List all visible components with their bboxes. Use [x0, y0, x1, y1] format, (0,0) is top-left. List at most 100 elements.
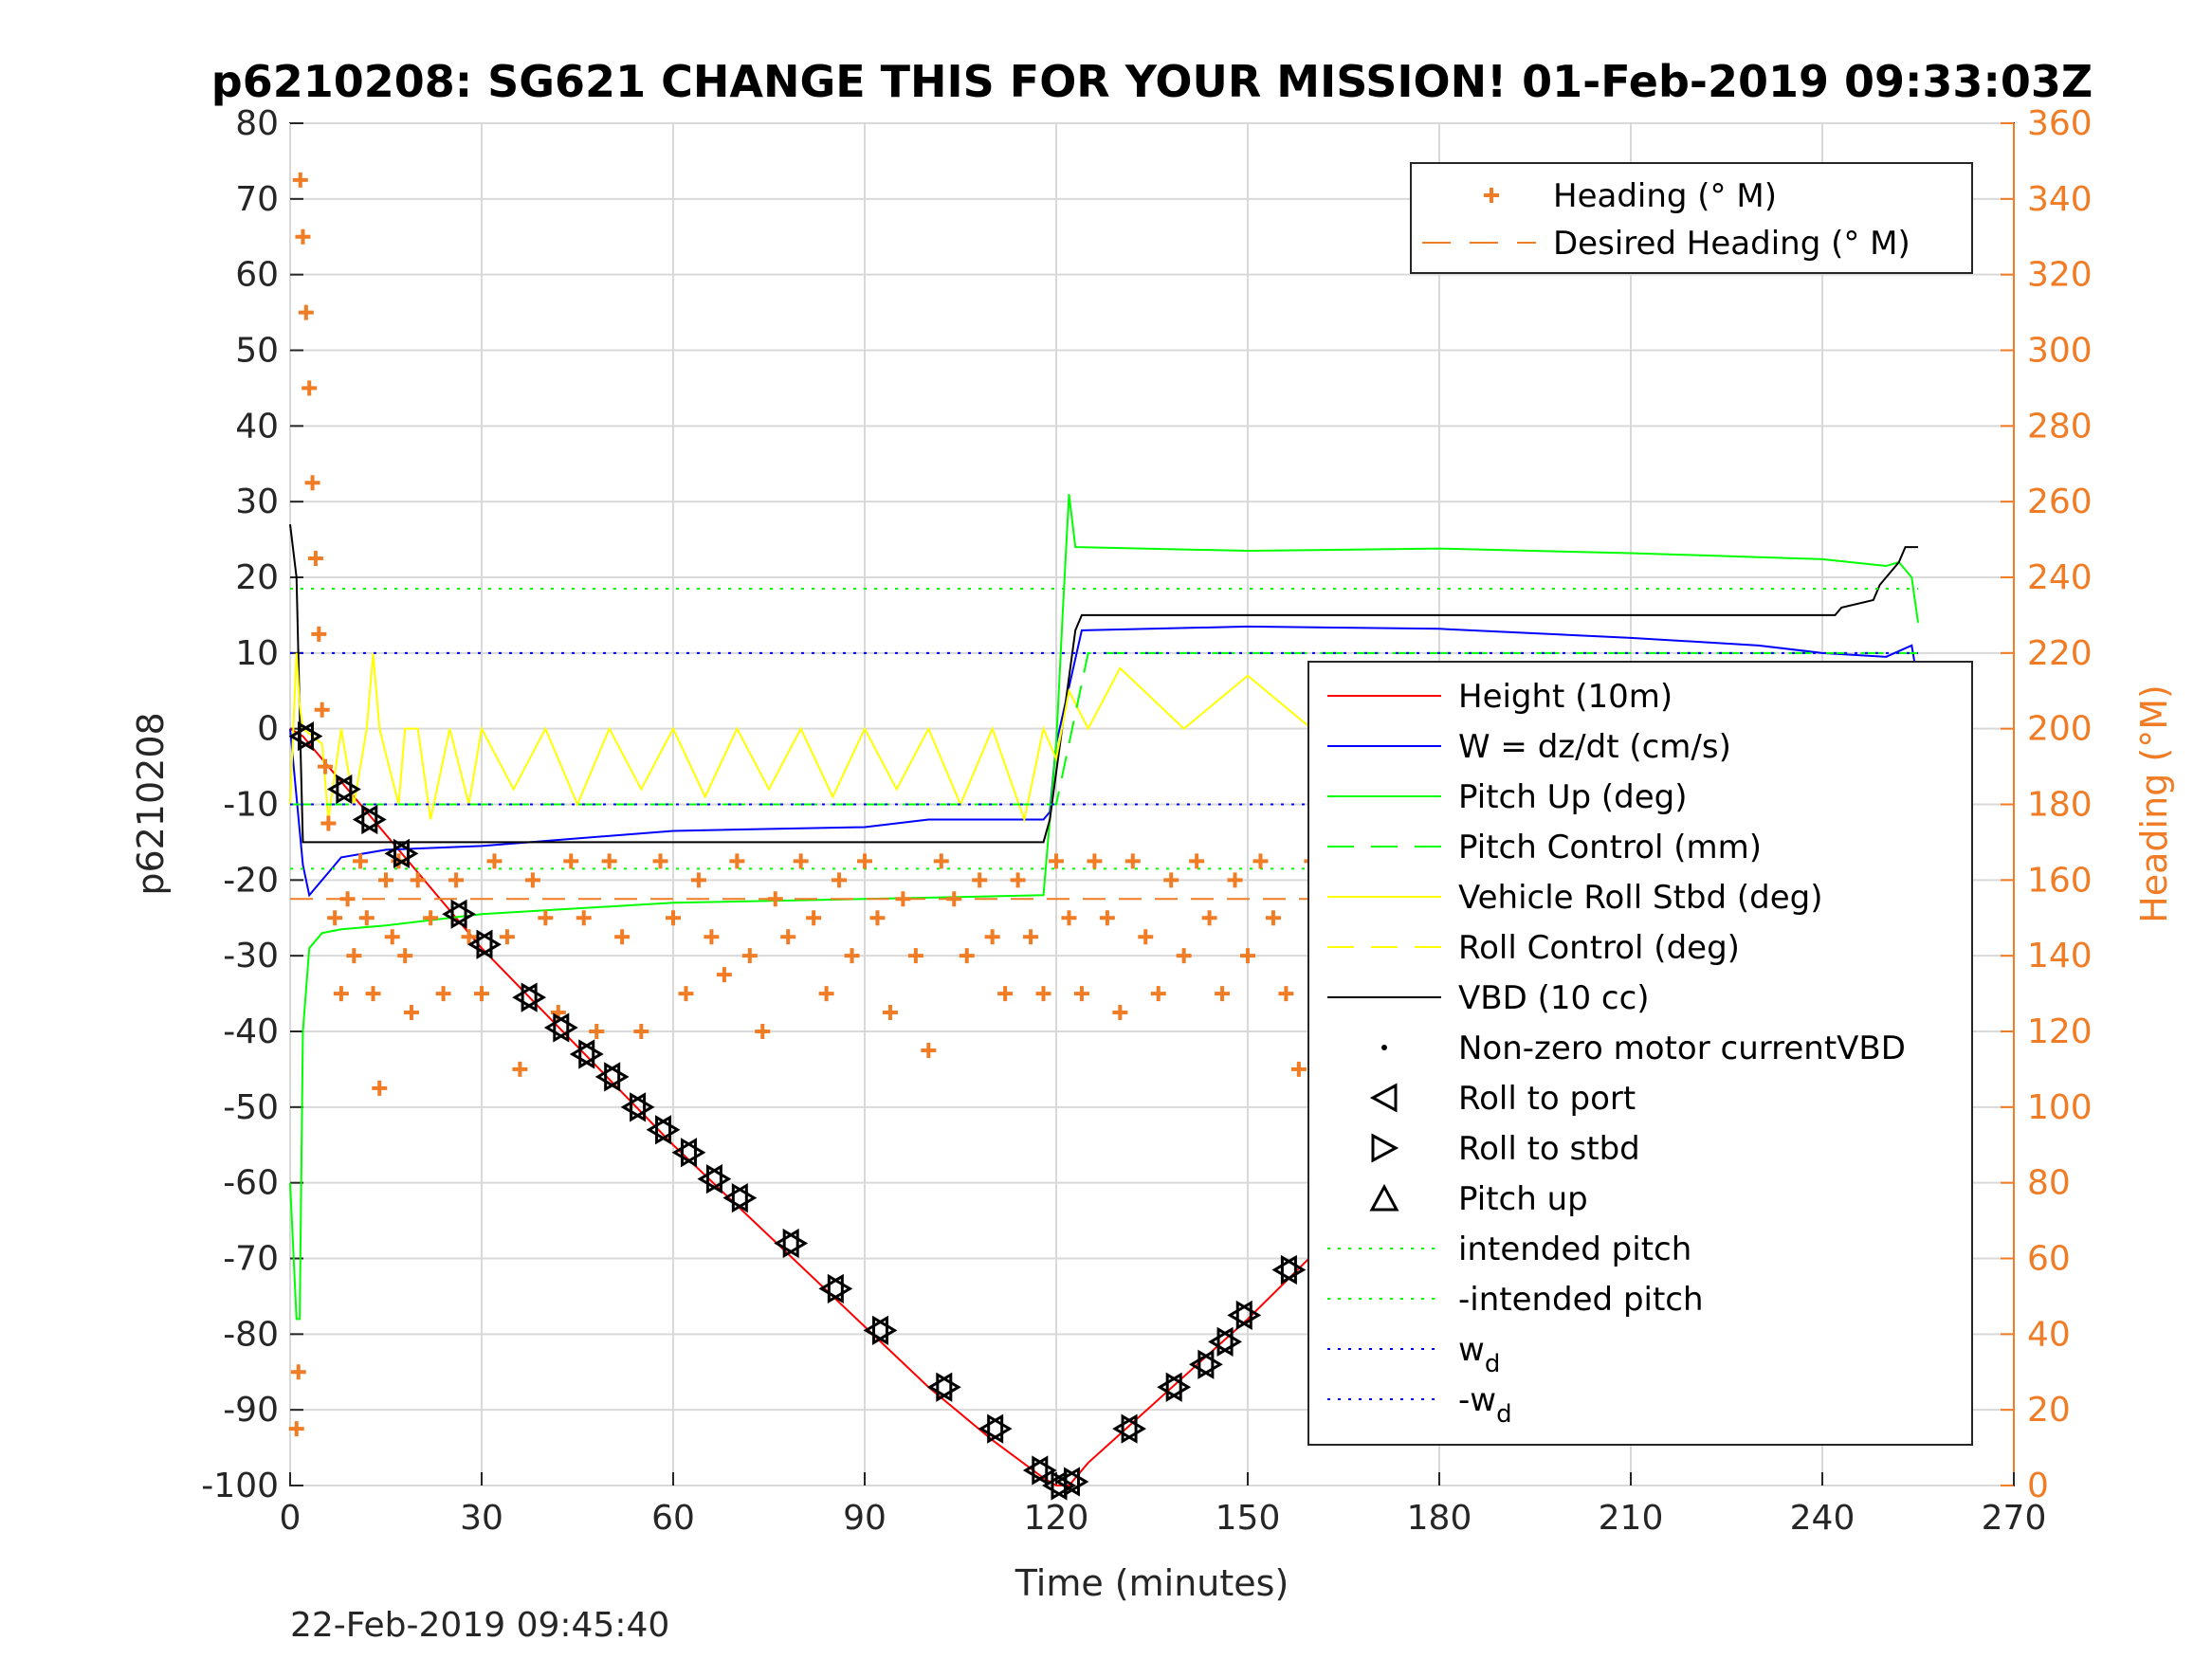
y-tick-label: 40 — [235, 407, 279, 446]
heading-point — [1073, 986, 1089, 1002]
heading-point — [1240, 948, 1255, 964]
y-tick-label: 50 — [235, 332, 279, 371]
x-tick-label: 30 — [460, 1499, 503, 1538]
heading-point — [403, 1005, 419, 1021]
heading-point — [378, 872, 393, 888]
roll-to-stbd-marker — [1216, 1326, 1243, 1357]
heading-point — [524, 872, 540, 888]
y2-tick-label: 100 — [2027, 1088, 2093, 1127]
roll-to-port-marker — [512, 982, 538, 1012]
legend-swatch-tri-left — [1369, 1083, 1398, 1113]
heading-point — [1290, 1061, 1307, 1077]
heading-point — [1150, 986, 1166, 1002]
heading-point — [1035, 986, 1051, 1002]
heading-point — [1278, 986, 1294, 1002]
roll-to-port-marker — [569, 1039, 595, 1069]
x-tick-label: 270 — [1982, 1499, 2047, 1538]
heading-point — [614, 929, 631, 945]
x-axis-label: Time (minutes) — [1015, 1562, 1289, 1604]
heading-point — [314, 702, 330, 718]
legend-swatch-plus — [1484, 188, 1499, 203]
roll-to-stbd-marker — [630, 1092, 655, 1122]
roll-to-port-marker — [774, 1228, 799, 1259]
heading-point — [869, 910, 886, 926]
legend-main-label: Height (10m) — [1458, 678, 1673, 716]
heading-point — [298, 304, 314, 320]
heading-point — [690, 872, 706, 888]
roll-to-port-marker — [1022, 1455, 1049, 1486]
heading-point — [435, 986, 451, 1002]
heading-point — [1112, 1005, 1128, 1021]
heading-point — [729, 853, 745, 869]
roll-to-port-marker — [1112, 1413, 1138, 1444]
heading-point — [832, 872, 848, 888]
y2-tick-label: 280 — [2027, 407, 2093, 446]
heading-point — [339, 891, 356, 907]
y-tick-label: -10 — [223, 786, 279, 825]
roll-to-port-marker — [978, 1413, 1004, 1444]
x-tick-label: 120 — [1024, 1499, 1089, 1538]
roll-to-stbd-marker — [297, 721, 323, 752]
y-tick-label: -20 — [223, 861, 279, 900]
roll-to-stbd-marker — [1165, 1372, 1192, 1402]
heading-point — [292, 172, 308, 188]
y2-tick-label: 20 — [2027, 1391, 2071, 1430]
roll-to-stbd-marker — [1235, 1300, 1262, 1331]
heading-point — [384, 929, 400, 945]
roll-to-stbd-marker — [987, 1413, 1013, 1444]
y2-axis-ticks: 3603403203002802602402202001801601401201… — [2001, 104, 2093, 1505]
legend-top-label: Desired Heading (° M) — [1553, 225, 1910, 263]
roll-to-port-marker — [442, 899, 467, 929]
legend-swatch-tri-up — [1369, 1183, 1399, 1212]
heading-point — [1201, 910, 1217, 926]
heading-point — [1215, 986, 1231, 1002]
y2-tick-label: 80 — [2027, 1164, 2071, 1203]
roll-to-stbd-marker — [521, 982, 547, 1012]
y-tick-label: 70 — [235, 180, 279, 219]
roll-to-port-marker — [671, 1138, 697, 1168]
heading-point — [307, 551, 323, 567]
heading-point — [563, 853, 579, 869]
heading-point — [302, 380, 318, 396]
heading-point — [633, 1024, 649, 1039]
roll-to-port-marker — [352, 804, 378, 835]
heading-point — [907, 948, 923, 964]
roll-to-port-marker — [326, 774, 353, 805]
series-pitch-control-mm- — [290, 651, 1918, 806]
heading-point — [984, 929, 1000, 945]
heading-point — [1227, 872, 1243, 888]
heading-point — [793, 853, 809, 869]
roll-to-port-marker — [620, 1092, 647, 1122]
chart-title: p6210208: SG621 CHANGE THIS FOR YOUR MIS… — [211, 56, 2093, 107]
roll-to-stbd-marker — [1197, 1349, 1223, 1379]
roll-to-stbd-marker — [361, 804, 387, 835]
y-tick-label: 60 — [235, 256, 279, 295]
heading-point — [716, 967, 732, 983]
roll-to-port-marker — [1157, 1372, 1182, 1402]
y2-tick-label: 200 — [2027, 710, 2093, 749]
legend-main-label: -wd — [1458, 1381, 1512, 1429]
roll-to-stbd-marker — [1032, 1455, 1057, 1486]
x-axis-ticks: 0 30 60 90 120 150 180 210 240 270 — [280, 1472, 2047, 1538]
heading-point — [818, 986, 834, 1002]
y-tick-label: 0 — [257, 710, 279, 749]
heading-point — [1163, 872, 1179, 888]
heading-point — [304, 475, 320, 491]
legend-main-label: intended pitch — [1458, 1231, 1691, 1268]
heading-point — [499, 929, 515, 945]
heading-point — [410, 872, 426, 888]
x-tick-label: 90 — [843, 1499, 887, 1538]
heading-point — [1124, 853, 1141, 869]
roll-to-port-marker — [1208, 1326, 1234, 1357]
heading-point — [997, 986, 1014, 1002]
x-tick-label: 210 — [1599, 1499, 1664, 1538]
roll-to-stbd-marker — [705, 1164, 732, 1194]
heading-point — [741, 948, 758, 964]
heading-point — [1189, 853, 1205, 869]
roll-to-port-marker — [1188, 1349, 1215, 1379]
heading-point — [666, 910, 681, 926]
heading-point — [589, 1024, 605, 1039]
heading-point — [1049, 853, 1064, 869]
heading-point — [959, 948, 975, 964]
